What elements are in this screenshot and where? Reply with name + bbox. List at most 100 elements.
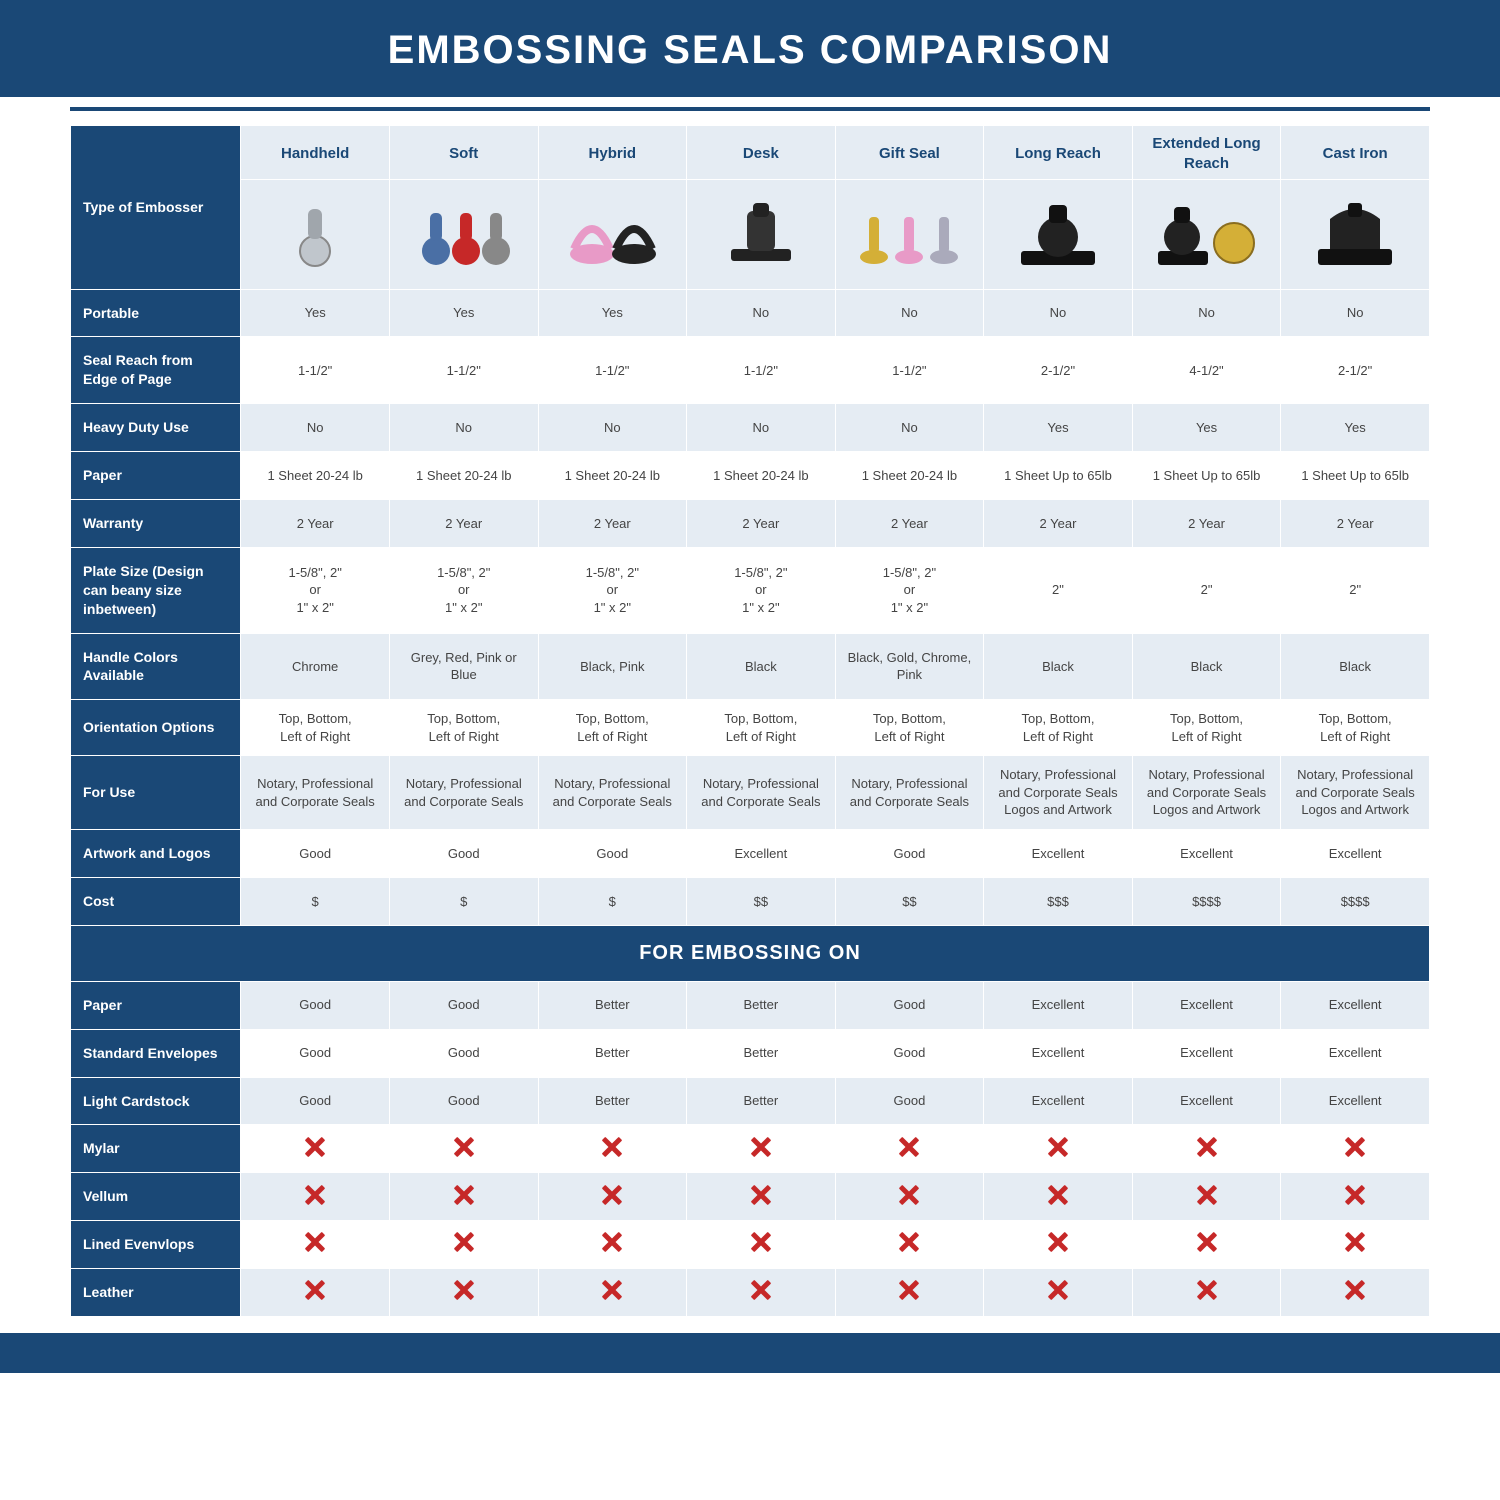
table-cell: 2 Year — [835, 499, 984, 547]
table-cell: Good — [241, 830, 390, 878]
title-divider — [70, 107, 1430, 111]
table-cell: 2 Year — [687, 499, 836, 547]
embosser-image — [241, 179, 390, 289]
x-mark-icon — [750, 1231, 772, 1253]
table-cell: 1 Sheet 20-24 lb — [389, 452, 538, 500]
table-row: Orientation OptionsTop, Bottom,Left of R… — [71, 700, 1430, 756]
table-cell — [1132, 1221, 1281, 1269]
table-row: Plate Size (Design can beany size inbetw… — [71, 547, 1430, 633]
x-mark-icon — [1196, 1231, 1218, 1253]
table-cell: Excellent — [1132, 1077, 1281, 1125]
table-cell: 1 Sheet 20-24 lb — [241, 452, 390, 500]
table-cell: Excellent — [984, 830, 1133, 878]
table-cell — [1132, 1125, 1281, 1173]
page-title: EMBOSSING SEALS COMPARISON — [388, 28, 1113, 72]
table-cell: 2 Year — [1281, 499, 1430, 547]
row-label: Cost — [71, 877, 241, 925]
table-row: Warranty2 Year2 Year2 Year2 Year2 Year2 … — [71, 499, 1430, 547]
table-cell: 2" — [984, 547, 1133, 633]
table-cell: Notary, Professional and Corporate Seals — [835, 756, 984, 830]
table-cell — [1132, 1269, 1281, 1317]
table-cell — [1281, 1173, 1430, 1221]
table-cell: 1-5/8", 2"or1" x 2" — [835, 547, 984, 633]
table-row: Light CardstockGoodGoodBetterBetterGoodE… — [71, 1077, 1430, 1125]
table-cell: Good — [241, 1077, 390, 1125]
table-cell: Top, Bottom,Left of Right — [389, 700, 538, 756]
table-cell — [241, 1125, 390, 1173]
row-label: Mylar — [71, 1125, 241, 1173]
top-rows: PortableYesYesYesNoNoNoNoNoSeal Reach fr… — [71, 289, 1430, 925]
x-mark-icon — [304, 1231, 326, 1253]
table-cell: Excellent — [1281, 1077, 1430, 1125]
table-cell: Notary, Professional and Corporate Seals — [389, 756, 538, 830]
table-row: Cost$$$$$$$$$$$$$$$$$$ — [71, 877, 1430, 925]
row-label: Light Cardstock — [71, 1077, 241, 1125]
table-cell: $$ — [835, 877, 984, 925]
embosser-image — [538, 179, 687, 289]
table-cell: 1 Sheet Up to 65lb — [984, 452, 1133, 500]
table-cell: Excellent — [687, 830, 836, 878]
table-cell: 1 Sheet 20-24 lb — [538, 452, 687, 500]
x-mark-icon — [1047, 1231, 1069, 1253]
table-cell: Good — [389, 1029, 538, 1077]
table-cell: Excellent — [1132, 1029, 1281, 1077]
row-label: Plate Size (Design can beany size inbetw… — [71, 547, 241, 633]
table-cell: Yes — [389, 289, 538, 337]
table-cell — [389, 1125, 538, 1173]
table-cell — [835, 1173, 984, 1221]
section-header: FOR EMBOSSING ON — [71, 925, 1430, 981]
x-mark-icon — [304, 1279, 326, 1301]
row-label: Paper — [71, 981, 241, 1029]
image-row — [71, 179, 1430, 289]
table-cell — [241, 1221, 390, 1269]
x-mark-icon — [898, 1136, 920, 1158]
table-row: PaperGoodGoodBetterBetterGoodExcellentEx… — [71, 981, 1430, 1029]
table-cell: Notary, Professional and Corporate Seals… — [1281, 756, 1430, 830]
x-mark-icon — [304, 1184, 326, 1206]
table-row: Heavy Duty UseNoNoNoNoNoYesYesYes — [71, 404, 1430, 452]
table-cell — [1281, 1125, 1430, 1173]
table-cell: Good — [389, 981, 538, 1029]
table-cell: Chrome — [241, 633, 390, 700]
table-row: Seal Reach from Edge of Page1-1/2"1-1/2"… — [71, 337, 1430, 404]
x-mark-icon — [1047, 1136, 1069, 1158]
row-label: Lined Evenvlops — [71, 1221, 241, 1269]
table-cell: Good — [835, 830, 984, 878]
table-cell — [389, 1173, 538, 1221]
table-cell: 2-1/2" — [984, 337, 1133, 404]
table-cell: Yes — [1281, 404, 1430, 452]
table-cell: 1-1/2" — [687, 337, 836, 404]
table-cell: 1-5/8", 2"or1" x 2" — [687, 547, 836, 633]
row-label: Artwork and Logos — [71, 830, 241, 878]
table-cell: No — [687, 289, 836, 337]
table-row: For UseNotary, Professional and Corporat… — [71, 756, 1430, 830]
table-cell: 1 Sheet 20-24 lb — [835, 452, 984, 500]
comparison-table: Type of Embosser Handheld Soft Hybrid De… — [70, 125, 1430, 1317]
table-cell: No — [1132, 289, 1281, 337]
table-cell: Excellent — [1281, 1029, 1430, 1077]
table-cell: 1-5/8", 2"or1" x 2" — [389, 547, 538, 633]
table-cell: $ — [538, 877, 687, 925]
table-cell: 2" — [1281, 547, 1430, 633]
x-mark-icon — [750, 1279, 772, 1301]
table-row: Vellum — [71, 1173, 1430, 1221]
table-cell — [389, 1221, 538, 1269]
table-cell: $$$$ — [1281, 877, 1430, 925]
col-header: Extended Long Reach — [1132, 126, 1281, 180]
table-cell: Better — [538, 1077, 687, 1125]
x-mark-icon — [1047, 1184, 1069, 1206]
embosser-image — [1132, 179, 1281, 289]
table-cell — [984, 1269, 1133, 1317]
table-cell: Top, Bottom,Left of Right — [1132, 700, 1281, 756]
table-cell: Excellent — [1132, 830, 1281, 878]
x-mark-icon — [1344, 1136, 1366, 1158]
table-row: PortableYesYesYesNoNoNoNoNo — [71, 289, 1430, 337]
table-cell: Top, Bottom,Left of Right — [687, 700, 836, 756]
x-mark-icon — [601, 1184, 623, 1206]
embosser-image — [984, 179, 1133, 289]
x-mark-icon — [1196, 1136, 1218, 1158]
table-cell: Good — [835, 1077, 984, 1125]
embosser-image — [687, 179, 836, 289]
col-header: Long Reach — [984, 126, 1133, 180]
table-cell: Excellent — [1281, 981, 1430, 1029]
